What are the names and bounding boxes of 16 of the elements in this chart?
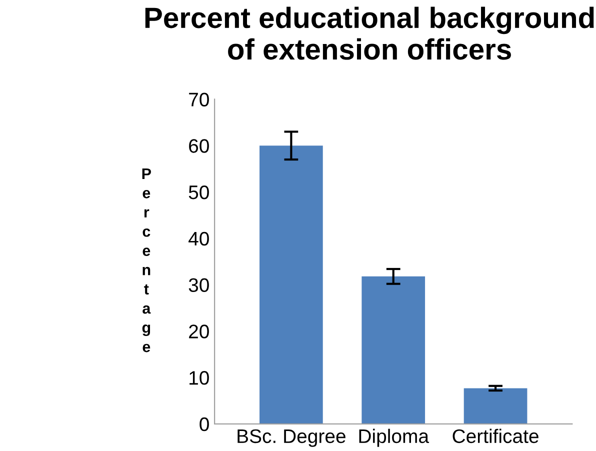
bar bbox=[260, 146, 323, 424]
y-tick-label: 20 bbox=[189, 324, 209, 338]
y-tick-label: 60 bbox=[189, 139, 209, 153]
x-tick-label: Diploma bbox=[359, 428, 430, 447]
y-tick-label: 40 bbox=[188, 232, 209, 246]
y-tick-label: 50 bbox=[188, 185, 209, 200]
text: Percentage bbox=[142, 168, 151, 352]
x-tick-label: Certificate bbox=[452, 428, 538, 444]
y-tick-label: 70 bbox=[189, 92, 209, 106]
y-tick-label: 0 bbox=[200, 417, 209, 432]
x-tick-label: BSc. Degree bbox=[238, 429, 346, 447]
chart-title: Percent educational background of extension officers bbox=[145, 6, 594, 60]
y-tick-label: 10 bbox=[190, 371, 209, 385]
y-tick-label: 30 bbox=[188, 278, 209, 292]
bar bbox=[464, 388, 528, 424]
bar bbox=[362, 276, 426, 424]
